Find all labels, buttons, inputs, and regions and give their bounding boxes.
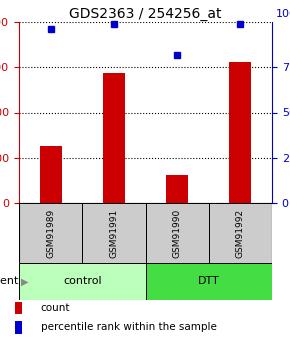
Bar	[103, 73, 125, 203]
Bar	[82, 203, 146, 263]
Bar	[39, 146, 62, 203]
Text: GSM91991: GSM91991	[109, 208, 118, 258]
Bar	[229, 62, 251, 203]
Text: GSM91989: GSM91989	[46, 208, 55, 258]
Bar	[146, 203, 209, 263]
Text: agent: agent	[0, 276, 19, 286]
Bar	[166, 175, 188, 203]
Text: percentile rank within the sample: percentile rank within the sample	[41, 323, 216, 333]
Bar	[14, 302, 22, 314]
Bar	[209, 203, 272, 263]
Text: 100%: 100%	[276, 9, 290, 19]
Text: ▶: ▶	[21, 276, 28, 286]
Bar	[19, 263, 146, 300]
Bar	[19, 203, 82, 263]
Text: control: control	[63, 276, 102, 286]
Text: DTT: DTT	[198, 276, 220, 286]
Bar	[146, 263, 272, 300]
Text: GSM91992: GSM91992	[236, 208, 245, 258]
Text: GSM91990: GSM91990	[173, 208, 182, 258]
Bar	[14, 321, 22, 334]
Text: count: count	[41, 303, 70, 313]
Title: GDS2363 / 254256_at: GDS2363 / 254256_at	[69, 7, 222, 21]
